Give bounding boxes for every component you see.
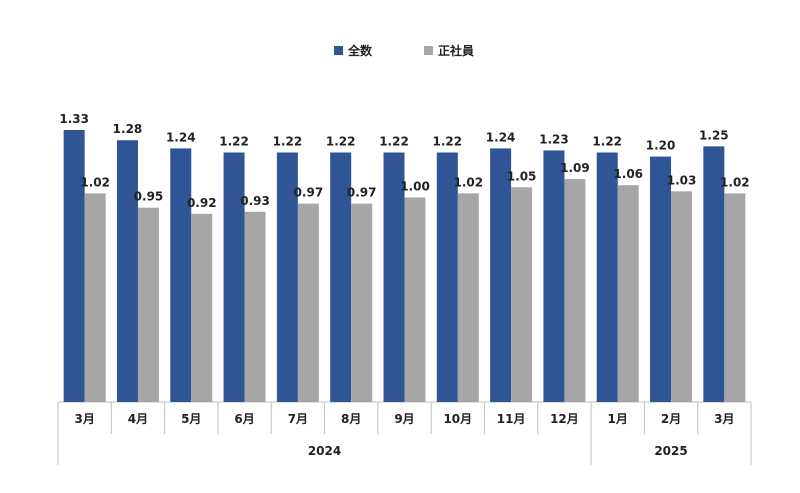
bar-total	[116, 140, 138, 402]
bar-regular	[724, 193, 746, 402]
data-label-total: 1.28	[113, 122, 143, 136]
bar-regular	[564, 179, 586, 402]
bar-regular	[297, 203, 319, 402]
category-label: 9月	[394, 412, 414, 426]
legend-swatch-regular	[424, 46, 433, 55]
data-label-regular: 1.02	[80, 175, 110, 189]
data-label-regular: 1.02	[720, 175, 750, 189]
data-label-regular: 0.92	[187, 196, 217, 210]
category-label: 4月	[128, 412, 148, 426]
data-label-regular: 0.93	[240, 194, 270, 208]
bar-regular	[351, 203, 373, 402]
bar-regular	[617, 185, 639, 402]
data-label-regular: 1.09	[560, 161, 590, 175]
category-label: 11月	[497, 412, 526, 426]
legend-item-regular: 正社員	[424, 42, 474, 59]
group-label: 2025	[654, 444, 687, 458]
data-label-regular: 0.97	[347, 186, 377, 200]
data-label-regular: 1.06	[613, 167, 643, 181]
category-label: 3月	[714, 412, 734, 426]
bar-total	[330, 152, 352, 402]
data-label-total: 1.24	[486, 130, 516, 144]
legend-item-total: 全数	[334, 42, 372, 59]
data-label-total: 1.24	[166, 130, 196, 144]
data-label-regular: 1.00	[400, 179, 430, 193]
bar-regular	[244, 211, 266, 402]
legend-label-total: 全数	[348, 44, 373, 58]
category-label: 10月	[443, 412, 472, 426]
bar-regular	[457, 193, 479, 402]
bar-total	[436, 152, 458, 402]
data-label-total: 1.22	[219, 134, 249, 148]
bar-total	[490, 148, 512, 402]
data-label-total: 1.22	[273, 134, 303, 148]
bar-regular	[191, 213, 213, 402]
bar-total	[650, 156, 672, 402]
data-label-regular: 1.03	[667, 173, 697, 187]
bar-regular	[671, 191, 693, 402]
data-label-total: 1.22	[379, 134, 409, 148]
category-label: 6月	[234, 412, 254, 426]
legend-label-regular: 正社員	[438, 44, 475, 58]
category-label: 3月	[74, 412, 94, 426]
data-label-total: 1.22	[326, 134, 356, 148]
category-label: 8月	[341, 412, 361, 426]
bar-total	[63, 129, 85, 403]
bar-regular	[84, 193, 106, 402]
data-label-regular: 0.95	[134, 190, 164, 204]
bar-total	[703, 146, 725, 402]
category-label: 12月	[550, 412, 579, 426]
data-label-total: 1.22	[592, 134, 622, 148]
data-label-total: 1.23	[539, 132, 569, 146]
group-label: 2024	[308, 444, 341, 458]
data-label-total: 1.20	[646, 139, 676, 153]
data-label-total: 1.22	[433, 134, 463, 148]
data-label-total: 1.25	[699, 128, 729, 142]
bar-regular	[137, 207, 159, 402]
bar-regular	[404, 197, 426, 402]
bar-total	[543, 150, 565, 402]
legend: 全数 正社員	[0, 42, 800, 62]
category-label: 7月	[288, 412, 308, 426]
data-label-regular: 0.97	[294, 186, 324, 200]
bar-total	[596, 152, 618, 402]
legend-swatch-total	[334, 46, 343, 55]
bar-total	[383, 152, 405, 402]
category-label: 5月	[181, 412, 201, 426]
data-label-regular: 1.05	[507, 169, 537, 183]
bar-total	[223, 152, 245, 402]
category-label: 2月	[661, 412, 681, 426]
data-label-regular: 1.02	[454, 175, 484, 189]
bar-total	[276, 152, 298, 402]
bar-regular	[511, 187, 533, 402]
category-label: 1月	[608, 412, 628, 426]
bar-total	[170, 148, 192, 402]
data-label-total: 1.33	[59, 112, 89, 126]
